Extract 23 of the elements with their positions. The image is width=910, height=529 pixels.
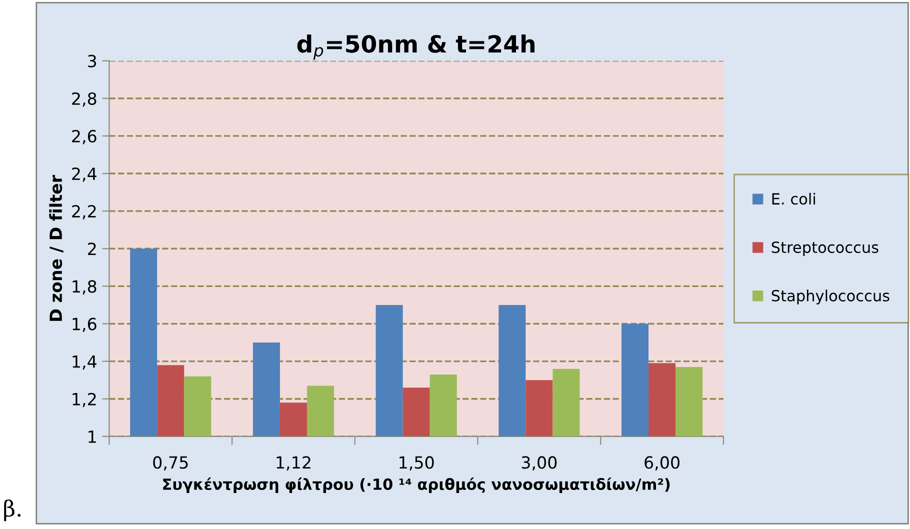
y-tick-label: 1,2 bbox=[72, 392, 96, 408]
y-axis-title: D zone / D filter bbox=[49, 174, 64, 321]
legend-label: E. coli bbox=[772, 192, 815, 205]
legend-label: Staphylococcus bbox=[772, 290, 890, 304]
x-tick-label: 3,00 bbox=[522, 456, 557, 470]
legend-label: Streptococcus bbox=[772, 242, 878, 256]
x-tick-label: 0,75 bbox=[153, 456, 188, 470]
x-tick-label: 1,50 bbox=[400, 456, 434, 470]
y-tick-label: 2,2 bbox=[72, 205, 96, 220]
y-tick-label: 3 bbox=[88, 54, 96, 68]
y-tick-label: 2,4 bbox=[72, 167, 96, 182]
y-tick-label: 1,6 bbox=[72, 318, 96, 332]
text: β. bbox=[4, 499, 21, 522]
y-tick-label: 1 bbox=[88, 430, 96, 443]
y-tick-label: 1,8 bbox=[72, 280, 96, 294]
y-tick-label: 2 bbox=[88, 242, 96, 255]
y-tick-label: 2,6 bbox=[72, 130, 96, 144]
x-tick-label: 1,12 bbox=[276, 456, 310, 470]
x-tick-label: 6,00 bbox=[644, 456, 680, 470]
chart-title: d$_{p}$=50nm & t=24h bbox=[297, 34, 534, 60]
x-axis-title: Συγκέντρωση φίλτρου (·10 ¹⁴ αριθμός νανοσωματιδίων/m²) bbox=[163, 478, 670, 493]
y-tick-label: 2,8 bbox=[72, 92, 96, 107]
y-tick-label: 1,4 bbox=[72, 355, 96, 370]
